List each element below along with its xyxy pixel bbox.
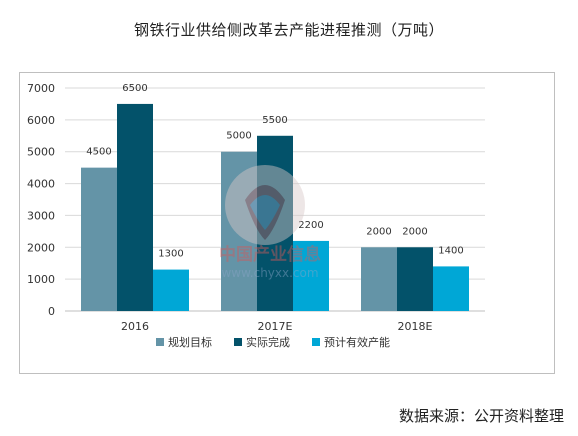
y-tick-label: 0 bbox=[48, 305, 55, 318]
legend-swatch bbox=[156, 338, 164, 346]
data-label: 2000 bbox=[366, 226, 391, 237]
bar bbox=[433, 266, 469, 311]
bar bbox=[153, 269, 189, 311]
data-source: 数据来源：公开资料整理 bbox=[398, 407, 564, 425]
x-tick-label: 2017E bbox=[258, 320, 293, 333]
x-tick-label: 2016 bbox=[121, 320, 149, 333]
data-label: 6500 bbox=[122, 83, 147, 94]
bars bbox=[81, 103, 469, 311]
data-label: 2200 bbox=[298, 220, 323, 231]
legend: 规划目标 实际完成 预计有效产能 bbox=[156, 335, 390, 349]
bar bbox=[293, 240, 329, 311]
x-axis-ticks: 2016 2017E 2018E bbox=[121, 320, 433, 333]
y-tick-label: 4000 bbox=[27, 178, 55, 191]
chart-frame bbox=[19, 72, 555, 374]
data-label: 1300 bbox=[158, 249, 183, 260]
bar bbox=[257, 135, 293, 311]
data-label: 5500 bbox=[262, 115, 287, 126]
y-tick-label: 7000 bbox=[27, 82, 55, 95]
legend-label: 预计有效产能 bbox=[324, 335, 390, 349]
watermark-brand: 中国产业信息 bbox=[219, 244, 321, 265]
legend-swatch bbox=[312, 338, 320, 346]
bar bbox=[361, 247, 397, 311]
y-axis-ticks: 0 1000 2000 3000 4000 5000 6000 7000 bbox=[27, 82, 55, 318]
legend-label: 规划目标 bbox=[168, 335, 212, 349]
y-tick-label: 3000 bbox=[27, 209, 55, 222]
data-label: 4500 bbox=[86, 147, 111, 158]
x-tick-label: 2018E bbox=[398, 320, 433, 333]
watermark-url: www.chyxx.com bbox=[221, 266, 318, 280]
bar bbox=[397, 247, 433, 311]
legend-label: 实际完成 bbox=[246, 335, 290, 349]
watermark-logo: 中国产业信息 www.chyxx.com bbox=[219, 165, 321, 280]
bar bbox=[221, 151, 257, 311]
bar bbox=[81, 167, 117, 311]
data-label: 5000 bbox=[226, 131, 251, 142]
y-tick-label: 2000 bbox=[27, 241, 55, 254]
legend-swatch bbox=[234, 338, 242, 346]
chart-title: 钢铁行业供给侧改革去产能进程推测（万吨） bbox=[133, 21, 444, 39]
data-labels: 4500 6500 1300 5000 5500 2200 2000 2000 1400 bbox=[86, 83, 463, 260]
data-label: 1400 bbox=[438, 245, 463, 256]
y-tick-label: 5000 bbox=[27, 146, 55, 159]
y-tick-label: 6000 bbox=[27, 114, 55, 127]
bar bbox=[117, 103, 153, 311]
data-label: 2000 bbox=[402, 226, 427, 237]
y-tick-label: 1000 bbox=[27, 273, 55, 286]
